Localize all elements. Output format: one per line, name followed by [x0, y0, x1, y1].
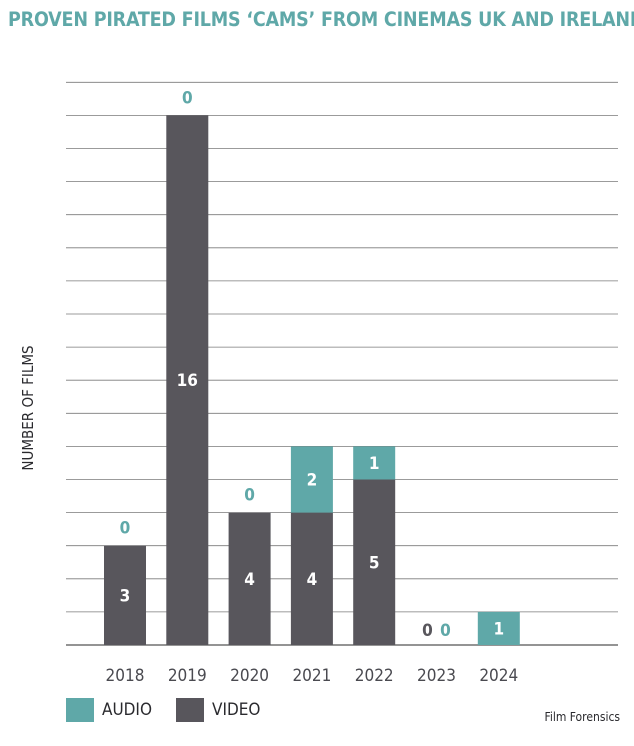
legend-label-audio: AUDIO	[102, 700, 152, 720]
bar-audio	[477, 611, 520, 645]
x-tick-label: 2020	[230, 666, 269, 686]
data-label-audio: 0	[182, 88, 193, 108]
bar-audio	[353, 446, 396, 480]
gridlines	[66, 81, 618, 646]
data-label-audio: 1	[493, 619, 504, 639]
x-tick-label: 2018	[106, 666, 145, 686]
data-label-video: 3	[120, 586, 131, 606]
legend: AUDIO VIDEO	[66, 698, 284, 722]
x-axis-ticks: 2018 2019 2020 2021 2022 2023 2024	[106, 666, 519, 686]
chart-title: PROVEN PIRATED FILMS ‘CAMS’ FROM CINEMAS…	[8, 8, 634, 31]
bar-video	[166, 115, 209, 645]
legend-label-video: VIDEO	[211, 700, 261, 720]
data-label-audio: 0	[244, 486, 255, 506]
data-label-audio: 2	[307, 471, 318, 491]
y-axis-label: NUMBER OF FILMS	[19, 345, 37, 470]
x-tick-label: 2022	[355, 666, 394, 686]
data-label-audio: 0	[120, 519, 131, 539]
data-label-audio: 0	[440, 621, 451, 641]
legend-swatch-audio	[66, 698, 94, 722]
data-label-video: 5	[369, 553, 380, 573]
data-label-video: 0	[422, 621, 433, 641]
bar-audio	[290, 446, 333, 513]
legend-item-video: VIDEO	[175, 698, 261, 722]
legend-swatch-video	[175, 698, 204, 722]
bar-video	[104, 545, 146, 645]
source-credit: Film Forensics	[544, 710, 620, 724]
x-tick-label: 2021	[292, 666, 331, 686]
bar-video	[290, 512, 333, 645]
data-label-audio: 1	[369, 454, 380, 474]
x-tick-label: 2023	[417, 666, 456, 686]
x-tick-label: 2019	[168, 666, 207, 686]
legend-item-audio: AUDIO	[66, 698, 152, 722]
bar-video	[353, 479, 396, 645]
data-label-video: 4	[244, 570, 255, 590]
bar-video	[228, 512, 271, 645]
x-tick-label: 2024	[479, 666, 518, 686]
data-label-video: 4	[307, 570, 318, 590]
data-label-video: 16	[177, 371, 198, 391]
